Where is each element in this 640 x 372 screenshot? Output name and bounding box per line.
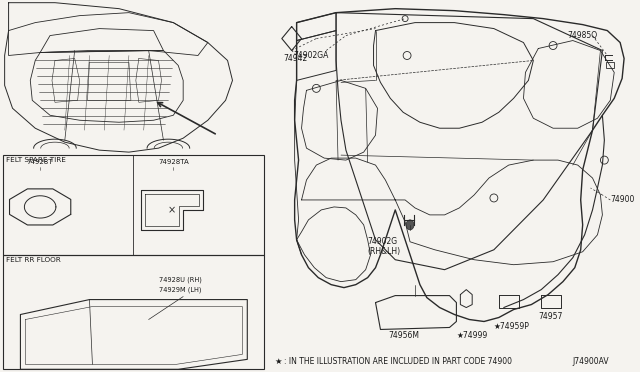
- Text: FELT SPARE TIRE: FELT SPARE TIRE: [6, 157, 65, 163]
- Ellipse shape: [406, 220, 414, 230]
- Text: 74985Q: 74985Q: [567, 31, 597, 39]
- Text: 74928T: 74928T: [27, 159, 53, 165]
- Text: 74928U (RH): 74928U (RH): [159, 277, 202, 283]
- Text: 74929M (LH): 74929M (LH): [159, 286, 201, 293]
- Bar: [3, 255, 264, 369]
- Text: 74902G
(RH&LH): 74902G (RH&LH): [367, 237, 401, 256]
- Bar: [3, 155, 264, 255]
- Text: 74900: 74900: [611, 195, 635, 205]
- Text: ★74959P: ★74959P: [494, 321, 530, 330]
- Text: 74957: 74957: [538, 311, 563, 321]
- Text: FELT RR FLOOR: FELT RR FLOOR: [6, 257, 60, 263]
- Text: ×: ×: [167, 205, 175, 215]
- Text: : IN THE ILLUSTRATION ARE INCLUDED IN PART CODE 74900: : IN THE ILLUSTRATION ARE INCLUDED IN PA…: [284, 357, 512, 366]
- Text: 74942: 74942: [284, 54, 308, 64]
- Text: ★: ★: [275, 357, 282, 366]
- Text: 74956M: 74956M: [388, 331, 419, 340]
- Text: ★74999: ★74999: [456, 331, 488, 340]
- Text: 74902GA: 74902GA: [294, 51, 329, 60]
- Bar: [606, 62, 614, 68]
- Text: 74928TA: 74928TA: [158, 159, 189, 165]
- Text: J74900AV: J74900AV: [573, 357, 609, 366]
